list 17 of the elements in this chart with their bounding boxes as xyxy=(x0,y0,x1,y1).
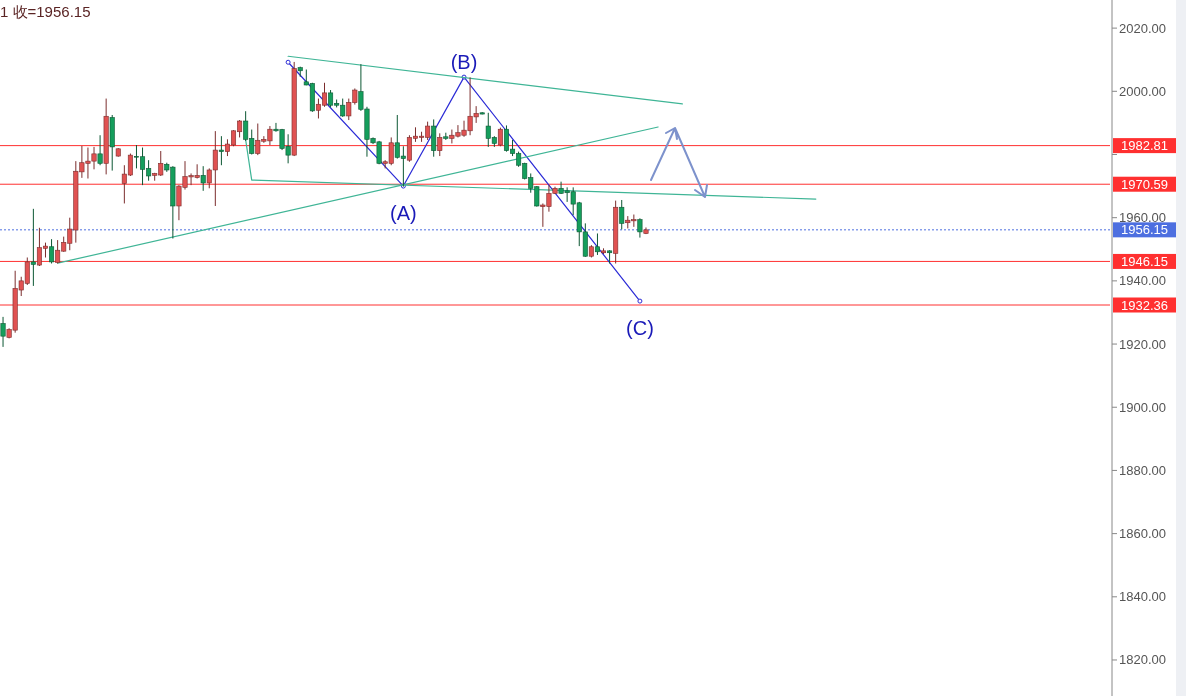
y-tick-label: 1840.00 xyxy=(1119,589,1166,605)
ref-line-label: 1932.36 xyxy=(1121,297,1168,313)
y-tick-label: 1820.00 xyxy=(1119,652,1166,668)
y-tick-label: 2020.00 xyxy=(1119,20,1166,36)
y-tick-label: 1860.00 xyxy=(1119,526,1166,542)
annotation: (B) xyxy=(450,51,478,74)
ref-line-label: 1946.15 xyxy=(1121,254,1168,270)
ref-line-label: 1982.81 xyxy=(1121,138,1168,154)
y-tick-label: 1900.00 xyxy=(1119,399,1166,415)
y-tick-label: 2000.00 xyxy=(1119,83,1166,99)
y-tick-label: 1940.00 xyxy=(1119,273,1166,289)
annotation: (C) xyxy=(626,317,654,340)
ref-line-label: 1970.59 xyxy=(1121,176,1168,192)
y-tick-label: 1880.00 xyxy=(1119,462,1166,478)
annotation: (A) xyxy=(390,202,417,225)
annotation: 1 收=1956.15 xyxy=(0,3,91,20)
y-tick-label: 1920.00 xyxy=(1119,336,1166,352)
